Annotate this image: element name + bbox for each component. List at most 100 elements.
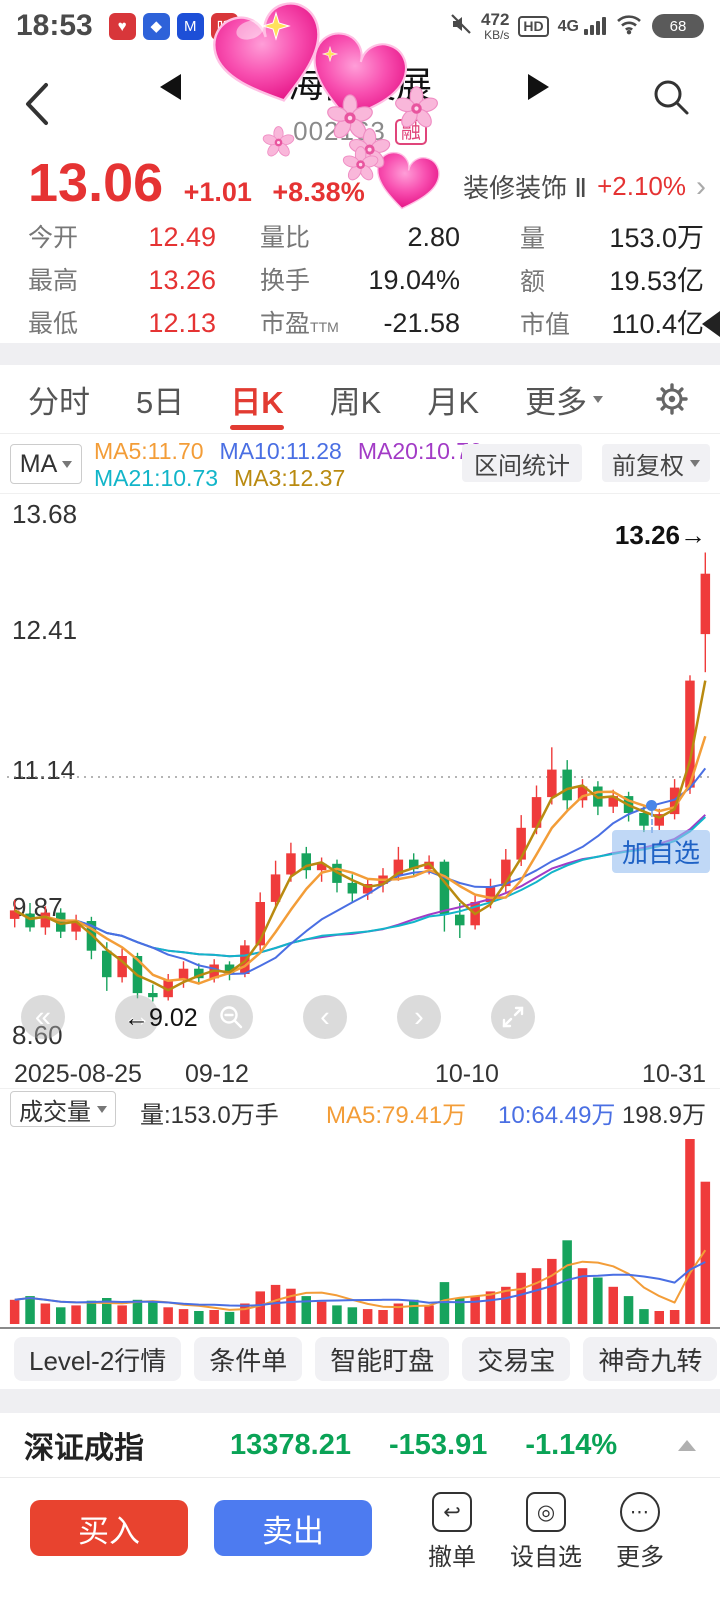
notification-app-icon: ♥ xyxy=(108,12,136,40)
feature-conditional-order[interactable]: 条件单 xyxy=(194,1337,303,1381)
more-actions-button[interactable]: ⋯ 更多 xyxy=(598,1492,682,1620)
y-axis-tick: 9.87 xyxy=(12,891,63,922)
price-change-percent: +8.38% xyxy=(272,177,365,207)
volume-ma5-label: MA5:79.41万 xyxy=(326,1102,467,1129)
search-icon[interactable] xyxy=(650,76,692,123)
sell-button[interactable]: 卖出 xyxy=(214,1500,372,1556)
ma20-value: MA20:10.76 xyxy=(357,438,482,464)
tab-5day[interactable]: 5日 xyxy=(136,384,185,420)
ma-selector[interactable]: MA xyxy=(10,444,82,484)
fullscreen-button[interactable] xyxy=(491,995,535,1039)
stock-header: 海南发展 002163 融 xyxy=(0,56,720,147)
ma21-value: MA21:10.73 xyxy=(94,465,219,491)
ma10-value: MA10:11.28 xyxy=(219,438,342,464)
ma5-value: MA5:11.70 xyxy=(94,438,204,464)
add-watchlist-tooltip[interactable]: 加自选 xyxy=(612,830,711,873)
cancel-order-button[interactable]: ↩ 撤单 xyxy=(410,1492,494,1620)
range-stats-button[interactable]: 区间统计 xyxy=(462,444,582,482)
prev-stock-button[interactable] xyxy=(160,74,181,100)
tab-monthly-k[interactable]: 月K xyxy=(427,384,480,420)
index-summary-bar[interactable]: 深证成指 13378.21 -153.91 -1.14% xyxy=(0,1413,720,1477)
back-button[interactable] xyxy=(14,76,60,132)
volume-header: 成交量 量:153.0万手 MA5:79.41万 10:64.49万 198.9… xyxy=(0,1088,720,1129)
candles-canvas[interactable] xyxy=(7,494,713,1060)
forward-adjust-button[interactable]: 前复权 xyxy=(602,444,710,482)
chart-settings-gear-icon[interactable] xyxy=(652,379,692,419)
trade-action-bar: 买入 卖出 ↩ 撤单 ◎ 设自选 ⋯ 更多 xyxy=(0,1477,720,1620)
status-indicators: 472 KB/s HD 4G 68 xyxy=(450,10,704,41)
stat-value: -21.58 xyxy=(383,307,460,338)
cancel-order-icon: ↩ xyxy=(432,1492,472,1532)
x-axis-label: 10-31 xyxy=(642,1060,706,1088)
margin-trading-badge: 融 xyxy=(394,118,427,145)
tab-fenshi[interactable]: 分时 xyxy=(28,384,90,420)
stat-value: 13.26 xyxy=(148,264,216,295)
stat-value: 12.13 xyxy=(148,307,216,338)
notification-app-icon: 听 xyxy=(210,12,238,40)
mute-icon xyxy=(450,13,472,40)
expand-up-icon[interactable] xyxy=(678,1439,696,1451)
step-left-button[interactable]: ‹ xyxy=(303,995,347,1039)
notification-app-icon: M xyxy=(176,12,204,40)
notification-app-icon: ◆ xyxy=(142,12,170,40)
stat-label: 最低 xyxy=(28,309,79,338)
cellular-signal-icon: 4G xyxy=(558,17,606,35)
stat-label: 换手 xyxy=(260,266,311,295)
stat-value: 19.04% xyxy=(368,264,460,295)
quote-row: 13.06 +1.01 +8.38% 装修装饰 Ⅱ +2.10% › xyxy=(0,154,720,214)
highest-price-label: 13.26→ xyxy=(614,520,706,551)
sector-link[interactable]: 装修装饰 Ⅱ +2.10% › xyxy=(463,168,706,205)
buy-button[interactable]: 买入 xyxy=(30,1500,188,1556)
index-change-percent: -1.14% xyxy=(525,1428,618,1461)
y-axis-tick: 8.60 xyxy=(12,1020,63,1050)
feature-smart-watch[interactable]: 智能盯盘 xyxy=(315,1337,450,1381)
ma-values-line2: MA21:10.73 MA3:12.37 xyxy=(94,465,345,492)
volume-axis-max: 198.9万 xyxy=(621,1102,706,1129)
pan-button[interactable]: ↔ xyxy=(115,995,159,1039)
stat-label: 量 xyxy=(520,225,546,253)
volume-indicator-selector[interactable]: 成交量 xyxy=(10,1091,116,1127)
volume-chart[interactable] xyxy=(0,1127,720,1329)
feature-level2[interactable]: Level-2行情 xyxy=(14,1337,182,1381)
feature-magic-nine[interactable]: 神奇九转 xyxy=(583,1337,718,1381)
chevron-down-icon xyxy=(97,1105,107,1113)
notification-icons: ♥ ◆ M 听 xyxy=(108,12,238,40)
index-values: 13378.21 -153.91 -1.14% xyxy=(230,1429,617,1462)
lowest-price-label: ←9.02 xyxy=(124,1003,198,1032)
tab-weekly-k[interactable]: 周K xyxy=(329,384,382,420)
stat-label: 市值 xyxy=(520,311,571,339)
more-ellipsis-icon: ⋯ xyxy=(620,1492,660,1532)
fast-rewind-button[interactable]: « xyxy=(21,995,65,1039)
feature-trade-treasure[interactable]: 交易宝 xyxy=(462,1337,571,1381)
index-value: 13378.21 xyxy=(230,1428,351,1461)
stat-value: 19.53亿 xyxy=(609,266,704,296)
candlestick-chart[interactable]: 13.68 12.41 11.14 9.87 8.60 13.26→ ←9.02… xyxy=(0,494,720,1060)
tab-more[interactable]: 更多 xyxy=(525,365,604,433)
index-change: -153.91 xyxy=(388,1428,488,1461)
hd-badge: HD xyxy=(518,15,549,37)
set-watchlist-button[interactable]: ◎ 设自选 xyxy=(504,1492,588,1620)
wifi-icon xyxy=(615,13,643,40)
battery-indicator: 68 xyxy=(652,14,704,38)
next-stock-button[interactable] xyxy=(528,74,549,100)
x-axis-label: 10-10 xyxy=(435,1060,499,1088)
volume-canvas[interactable] xyxy=(7,1127,713,1327)
swipe-more-indicator[interactable] xyxy=(702,311,720,337)
chevron-down-icon xyxy=(593,395,604,403)
sector-change: +2.10% xyxy=(597,171,686,201)
quote-stats: 今开 12.49 量比 2.80 量 153.0万 最高 13.26 换手 19.04% … xyxy=(0,214,720,343)
zoom-out-button[interactable] xyxy=(209,995,253,1039)
period-tab-bar: 分时 5日 日K 周K 月K 更多 xyxy=(0,365,720,434)
ma3-value: MA3:12.37 xyxy=(234,465,346,491)
stat-value: 153.0万 xyxy=(609,223,704,253)
stat-value: 12.49 xyxy=(148,221,216,252)
tab-daily-k[interactable]: 日K xyxy=(230,365,283,433)
chevron-down-icon xyxy=(690,459,700,467)
step-right-button[interactable]: › xyxy=(397,995,441,1039)
selection-dot xyxy=(646,800,657,811)
y-axis-tick: 13.68 xyxy=(12,499,78,529)
x-axis: 2025-08-25 09-12 10-10 10-31 xyxy=(0,1060,720,1088)
clock: 18:53 xyxy=(16,9,93,42)
indicator-bar: MA MA5:11.70 MA10:11.28 MA20:10.76 MA21:… xyxy=(0,434,720,494)
